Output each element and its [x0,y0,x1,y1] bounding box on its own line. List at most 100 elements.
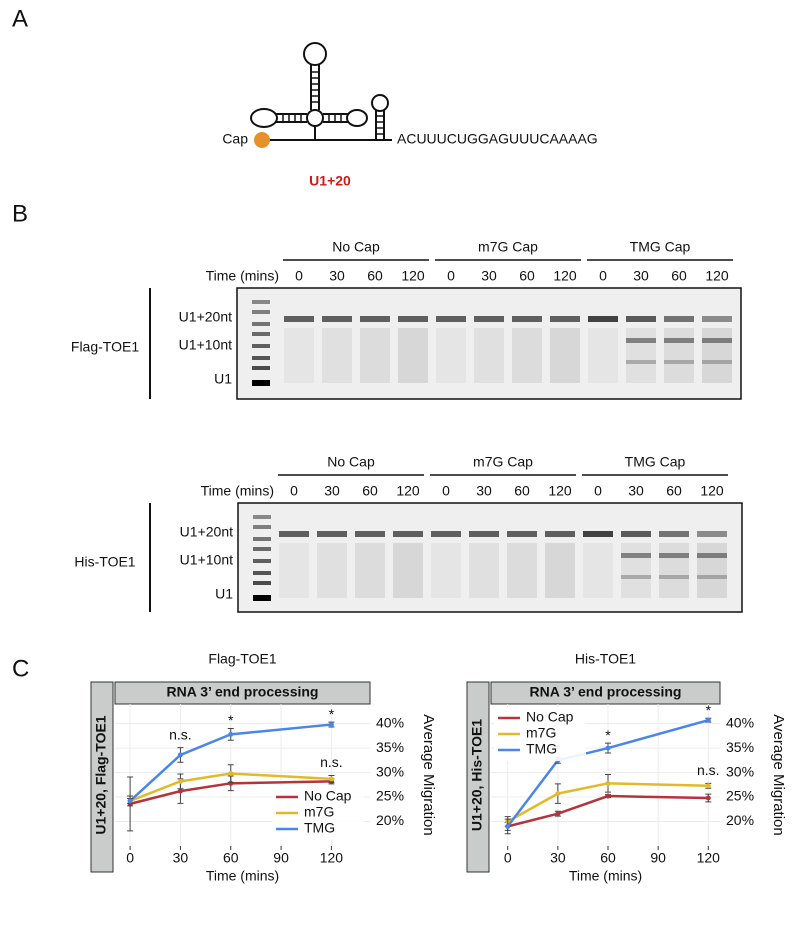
time-label: 60 [666,483,682,499]
time-label: 0 [290,483,298,499]
gel-smear [398,328,428,383]
series-line [507,794,709,828]
gel-band [702,360,732,364]
ladder-band [253,547,271,551]
series-line [129,772,332,803]
gel-band [512,316,542,322]
marker-label: U1+20nt [180,524,233,540]
legend-label: TMG [304,820,335,836]
gel-smear [507,543,537,598]
x-tick-label: 90 [650,850,666,866]
x-tick-label: 0 [126,850,134,866]
time-label: 30 [633,268,649,284]
gel [236,287,742,400]
group-label: No Cap [332,239,380,255]
gel-band [355,531,385,537]
annotation: n.s. [169,726,192,742]
gel-band [431,531,461,537]
y-tick-label: 35% [726,739,754,755]
annotation: * [605,727,611,743]
gel-smear [621,543,651,598]
time-label: 120 [705,268,729,284]
gel-smear [512,328,542,383]
time-label: 120 [553,268,577,284]
time-label: 60 [519,268,535,284]
gel-band [279,531,309,537]
legend-label: No Cap [304,788,352,804]
ladder-band [253,525,271,529]
ladder-band [252,310,270,314]
point [705,717,711,723]
strip-label: RNA 3’ end processing [167,684,319,700]
series-line [129,723,332,802]
gel-smear [474,328,504,383]
ladder-band [252,356,270,360]
x-tick-label: 0 [504,850,512,866]
gel-smear [702,328,732,383]
time-label: 60 [367,268,383,284]
group-label: TMG Cap [625,454,686,470]
legend-label: m7G [526,725,556,741]
x-axis-label: Time (mins) [206,868,279,884]
gel-band [659,531,689,537]
gel-row-label: Flag-TOE1 [71,339,139,355]
gel-band [436,316,466,322]
panel-label: B [12,200,28,227]
time-label: 0 [447,268,455,284]
time-label: 60 [514,483,530,499]
legend-label: No Cap [526,709,574,725]
series-line [507,782,709,823]
strip [490,681,721,705]
y-axis-label: Average Migration [770,714,787,835]
gel-band [545,531,575,537]
time-label: 0 [442,483,450,499]
series-line [129,780,332,806]
gel-band [621,531,651,537]
legend-label: TMG [526,741,557,757]
gel-band [664,360,694,364]
point [605,793,611,799]
gel-smear [626,328,656,383]
x-tick-label: 30 [550,850,566,866]
time-label: 120 [401,268,425,284]
y-tick-label: 40% [376,714,404,730]
chart-title: His-TOE1 [575,651,636,667]
gel-smear [436,328,466,383]
group-label: m7G Cap [473,454,533,470]
point [177,788,183,794]
gel-band [588,316,618,322]
point [605,745,611,751]
strip-label: RNA 3’ end processing [530,684,682,700]
gel-smear [697,543,727,598]
gel-smear [284,328,314,383]
time-label: 30 [481,268,497,284]
side-label: U1+20, His-TOE1 [469,719,485,831]
gel-band [507,531,537,537]
ladder-band [252,322,270,326]
gel-band [284,316,314,322]
point [328,722,334,728]
annotation: * [228,712,234,728]
gel-band [659,575,689,579]
time-axis-label: Time (mins) [206,268,279,284]
gel-smear [659,543,689,598]
gel-smear [545,543,575,598]
group-label: m7G Cap [478,239,538,255]
marker-label: U1+10nt [179,337,232,353]
side-strip [90,681,114,873]
point [705,795,711,801]
time-label: 120 [548,483,572,499]
gel-band [664,316,694,322]
time-label: 60 [671,268,687,284]
gel-band [398,316,428,322]
rna-diagram [250,42,392,141]
x-tick-label: 90 [273,850,289,866]
gel-band [697,531,727,537]
y-tick-label: 25% [376,788,404,804]
y-tick-label: 30% [376,763,404,779]
gel-smear [469,543,499,598]
point [705,783,711,789]
sequence: ACUUUCUGGAGUUUCAAAAG [397,131,598,147]
ladder-band [253,595,271,601]
